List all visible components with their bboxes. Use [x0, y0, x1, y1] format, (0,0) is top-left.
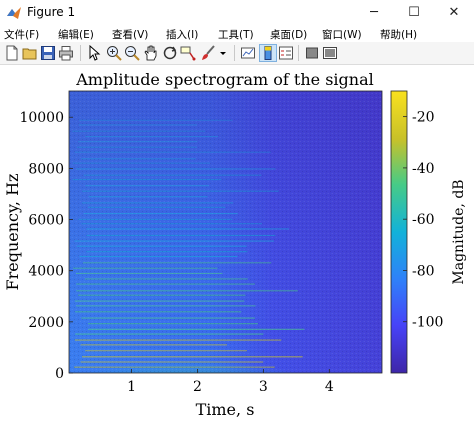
colorbar-tick-label: -20	[412, 110, 435, 126]
dropdown-arrow-icon[interactable]	[218, 45, 228, 61]
colorbar-label: Magnitude, dB	[451, 179, 467, 284]
toolbar-separator	[298, 45, 299, 61]
colorbar-axis: -20 -40 -60 -80 -100	[403, 110, 443, 331]
colorbar[interactable]	[390, 90, 408, 374]
y-tick-label: 0	[55, 366, 64, 382]
menu-help[interactable]: 帮助(H)	[380, 29, 418, 41]
open-file-icon[interactable]	[22, 45, 38, 61]
y-tick-label: 4000	[28, 264, 64, 280]
minimize-icon: ─	[370, 5, 378, 20]
colorbar-tick-label: -100	[412, 315, 443, 331]
x-tick-label: 2	[193, 379, 202, 395]
x-tick-label: 3	[259, 379, 268, 395]
title-bar: Figure 1 ─ ☐ ✕	[0, 0, 474, 26]
y-tick-label: 10000	[19, 110, 64, 126]
menu-tools[interactable]: 工具(T)	[218, 29, 254, 41]
data-cursor-icon[interactable]	[180, 45, 196, 61]
zoom-in-icon[interactable]	[106, 45, 122, 61]
minimize-button[interactable]: ─	[354, 0, 394, 26]
figure-canvas: Amplitude spectrogram of the signal 1 2 3 4…	[0, 65, 474, 419]
menu-insert[interactable]: 插入(I)	[166, 29, 199, 41]
link-plot-icon[interactable]	[240, 45, 256, 61]
y-tick-label: 6000	[28, 213, 64, 229]
spectrogram-image	[69, 91, 382, 373]
menu-bar: 文件(F) 编辑(E) 查看(V) 插入(I) 工具(T) 桌面(D) 窗口(W…	[0, 26, 474, 42]
maximize-button[interactable]: ☐	[394, 0, 434, 26]
window-title: Figure 1	[27, 5, 76, 19]
toolbar-separator	[80, 45, 81, 61]
maximize-icon: ☐	[408, 5, 420, 20]
toolbar-separator	[234, 45, 235, 61]
colorbar-tick-label: -80	[412, 263, 435, 279]
menu-window[interactable]: 窗口(W)	[322, 29, 362, 41]
save-icon[interactable]	[40, 45, 56, 61]
brush-icon[interactable]	[200, 45, 216, 61]
hide-plot-tools-icon[interactable]	[304, 45, 320, 61]
y-tick-label: 8000	[28, 161, 64, 177]
spectrogram-chart[interactable]: Amplitude spectrogram of the signal 1 2 3 4…	[0, 65, 474, 419]
colorbar-icon[interactable]	[259, 44, 277, 62]
rotate-3d-icon[interactable]	[162, 45, 178, 61]
matlab-logo-icon	[7, 7, 21, 19]
y-tick-label: 2000	[28, 315, 64, 331]
show-plot-tools-icon[interactable]	[322, 45, 338, 61]
colorbar-tick-label: -40	[412, 161, 435, 177]
x-axis: 1 2 3 4	[127, 369, 334, 395]
menu-file[interactable]: 文件(F)	[4, 29, 40, 41]
legend-icon[interactable]	[278, 45, 294, 61]
toolbar	[0, 42, 474, 65]
x-tick-label: 1	[127, 379, 136, 395]
pan-icon[interactable]	[142, 45, 158, 61]
new-file-icon[interactable]	[4, 45, 20, 61]
zoom-out-icon[interactable]	[124, 45, 140, 61]
menu-view[interactable]: 查看(V)	[112, 29, 149, 41]
x-tick-label: 4	[325, 379, 334, 395]
menu-edit[interactable]: 编辑(E)	[58, 29, 94, 41]
colorbar-tick-label: -60	[412, 212, 435, 228]
y-axis-label: Frequency, Hz	[3, 174, 22, 291]
close-button[interactable]: ✕	[434, 0, 474, 26]
print-icon[interactable]	[58, 45, 74, 61]
close-icon: ✕	[448, 5, 460, 20]
y-axis: 0 2000 4000 6000 8000 10000	[19, 110, 73, 382]
plot-area-border	[68, 90, 383, 374]
x-axis-label: Time, s	[196, 400, 255, 419]
pointer-icon[interactable]	[86, 45, 102, 61]
menu-desktop[interactable]: 桌面(D)	[270, 29, 308, 41]
chart-title: Amplitude spectrogram of the signal	[75, 70, 373, 89]
